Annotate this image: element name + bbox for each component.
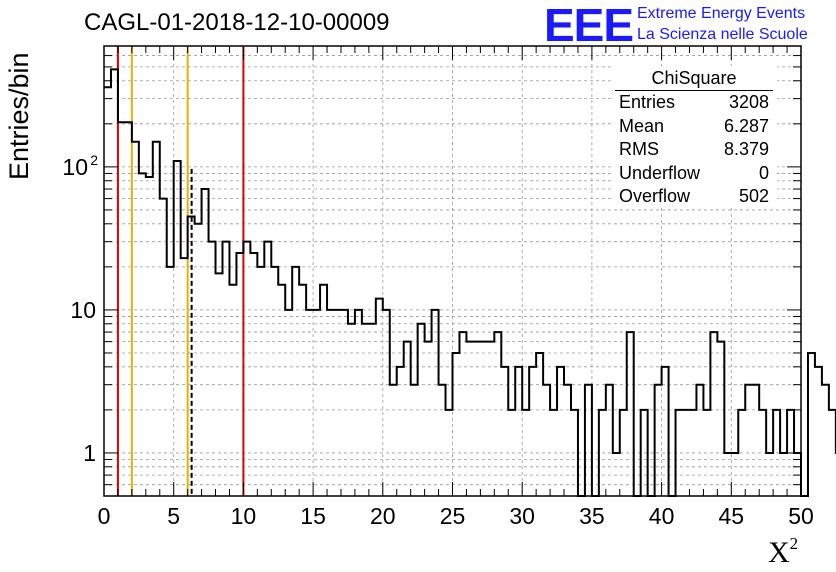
x-tick-label: 40 xyxy=(649,503,675,529)
stats-row: Entries 3208 xyxy=(611,91,777,115)
x-tick-label: 10 xyxy=(231,503,257,529)
eee-logo-icon: EEE xyxy=(544,0,634,51)
x-tick-label: 5 xyxy=(167,503,180,529)
x-axis-label-base: X xyxy=(768,536,790,569)
stats-value: 502 xyxy=(738,186,769,206)
stats-label: Entries xyxy=(619,92,676,112)
x-tick-label: 35 xyxy=(579,503,605,529)
stats-row: Underflow 0 xyxy=(611,162,777,186)
y-tick-label-sup: 2 xyxy=(90,152,98,168)
y-tick-label: 10 xyxy=(62,154,88,180)
logo-line-1: Extreme Energy Events xyxy=(637,5,806,22)
histogram-series xyxy=(104,68,836,497)
stats-title: ChiSquare xyxy=(615,66,773,91)
x-tick-label: 0 xyxy=(98,503,111,529)
stats-box: ChiSquare Entries 3208 Mean 6.287 RMS 8.379… xyxy=(611,66,777,208)
stats-label: RMS xyxy=(619,139,659,159)
logo-caption: Extreme Energy Events La Scienza nelle S… xyxy=(637,3,808,45)
logo-line-2: La Scienza nelle Scuole xyxy=(637,26,808,43)
stats-value: 8.379 xyxy=(723,139,769,159)
y-tick-label: 10 xyxy=(70,297,96,323)
x-tick-label: 20 xyxy=(370,503,396,529)
x-tick-label: 50 xyxy=(788,503,814,529)
y-tick-label: 1 xyxy=(83,440,96,466)
stats-label: Overflow xyxy=(619,186,691,206)
chart-title: CAGL-01-2018-12-10-00009 xyxy=(84,9,390,36)
x-tick-label: 45 xyxy=(719,503,745,529)
stats-label: Mean xyxy=(619,115,665,136)
stats-value: 0 xyxy=(758,162,769,183)
x-tick-label: 15 xyxy=(300,503,326,529)
y-axis-label: Entries/bin xyxy=(4,52,34,180)
histogram-line xyxy=(104,68,836,497)
stats-value: 6.287 xyxy=(723,115,769,136)
stats-label: Underflow xyxy=(619,162,701,183)
x-axis-label-sup: 2 xyxy=(789,534,799,553)
x-tick-label: 25 xyxy=(440,503,466,529)
stats-row: Overflow 502 xyxy=(611,185,777,209)
stats-row: Mean 6.287 xyxy=(611,115,777,139)
stats-value: 3208 xyxy=(728,92,769,112)
x-axis-label: X2 xyxy=(768,534,799,570)
stats-row: RMS 8.379 xyxy=(611,138,777,162)
x-tick-label: 30 xyxy=(509,503,535,529)
reference-lines xyxy=(116,46,245,496)
